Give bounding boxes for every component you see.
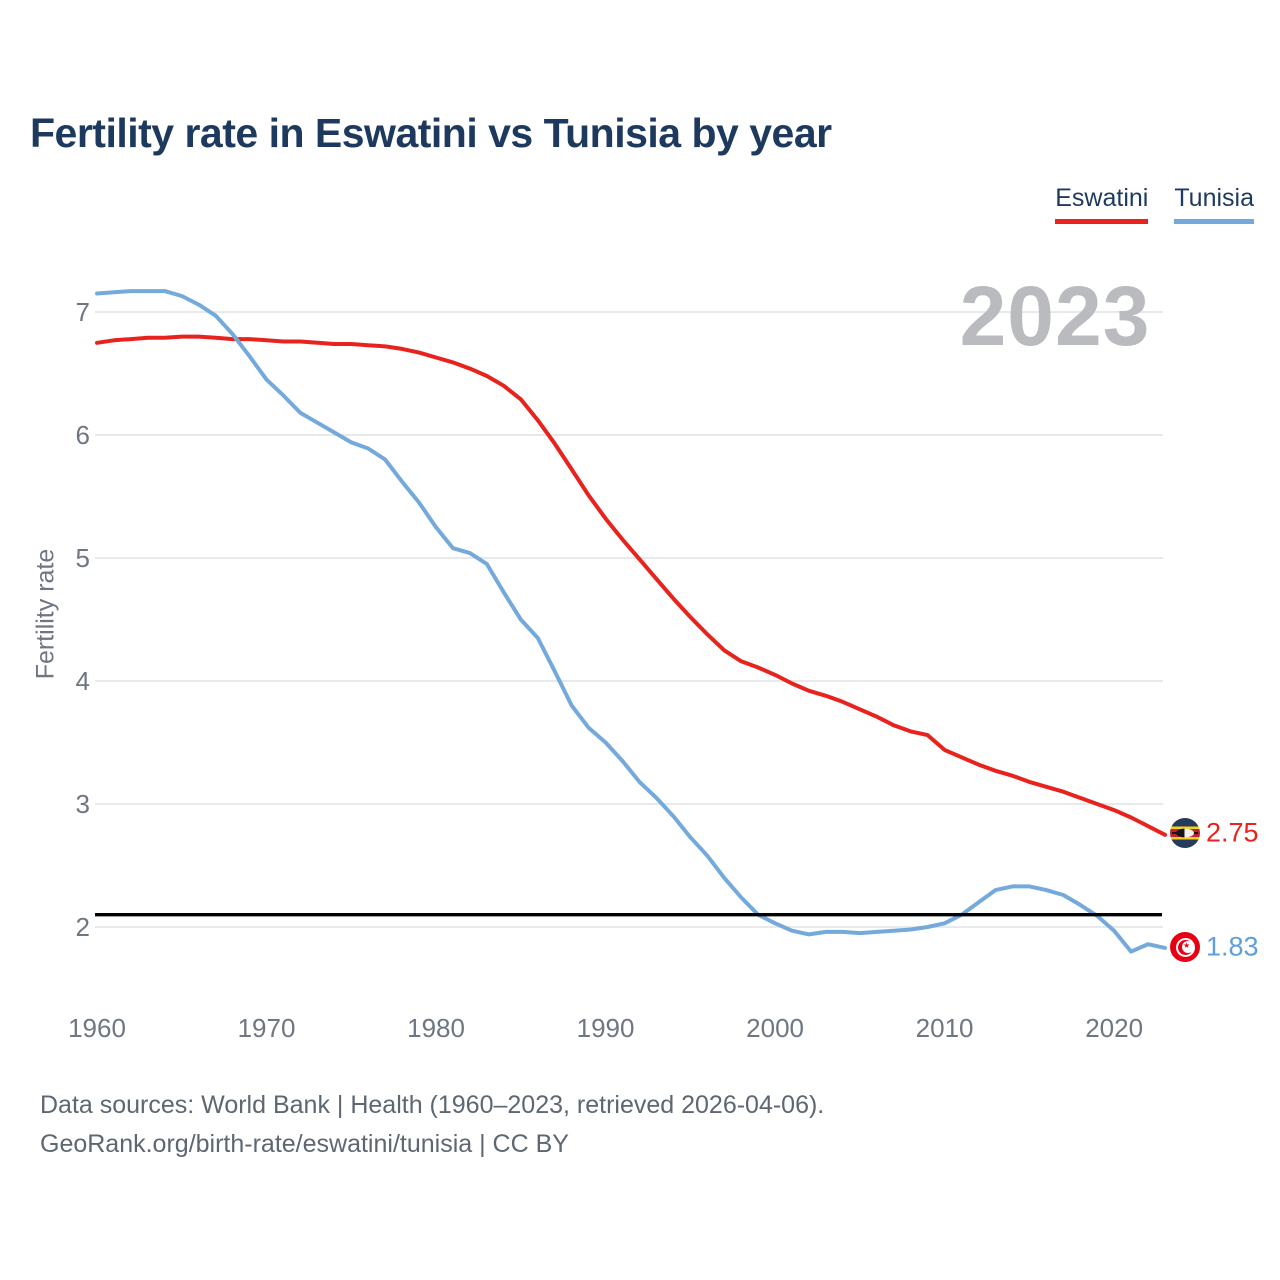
y-tick-4: 4 <box>76 666 90 696</box>
x-tick-2000: 2000 <box>746 1013 804 1043</box>
y-tick-6: 6 <box>76 420 90 450</box>
series-line-tunisia <box>95 289 1167 954</box>
x-tick-1970: 1970 <box>238 1013 296 1043</box>
y-tick-5: 5 <box>76 543 90 573</box>
y-axis-label: Fertility rate <box>31 548 60 680</box>
y-tick-2: 2 <box>76 912 90 942</box>
legend-item-tunisia[interactable]: Tunisia <box>1174 184 1254 224</box>
x-tick-1990: 1990 <box>577 1013 635 1043</box>
page-title: Fertility rate in Eswatini vs Tunisia by… <box>30 110 832 156</box>
legend-item-eswatini[interactable]: Eswatini <box>1055 184 1149 224</box>
x-tick-1980: 1980 <box>407 1013 465 1043</box>
tunisia-flag-icon: ★ <box>1170 932 1200 962</box>
series-line-eswatini <box>95 334 1167 837</box>
y-tick-7: 7 <box>76 297 90 327</box>
x-tick-2010: 2010 <box>916 1013 974 1043</box>
tunisia-flag-star: ★ <box>1183 940 1191 950</box>
year-watermark: 2023 <box>959 269 1151 363</box>
footer: Data sources: World Bank | Health (1960–… <box>40 1086 824 1164</box>
footer-sources: Data sources: World Bank | Health (1960–… <box>40 1091 825 1119</box>
legend: Eswatini Tunisia <box>1055 184 1254 224</box>
eswatini-flag-icon <box>1170 818 1200 848</box>
eswatini-shield <box>1176 828 1194 838</box>
tunisia-end-value: 1.83 <box>1206 931 1259 962</box>
x-tick-2020: 2020 <box>1085 1013 1143 1043</box>
eswatini-end-value: 2.75 <box>1206 817 1259 848</box>
tunisia-flag-disc: ★ <box>1175 937 1195 957</box>
footer-attribution: GeoRank.org/birth-rate/eswatini/tunisia … <box>40 1130 569 1158</box>
x-tick-1960: 1960 <box>68 1013 126 1043</box>
y-tick-3: 3 <box>76 789 90 819</box>
tunisia-flag-crescent <box>1177 939 1194 955</box>
